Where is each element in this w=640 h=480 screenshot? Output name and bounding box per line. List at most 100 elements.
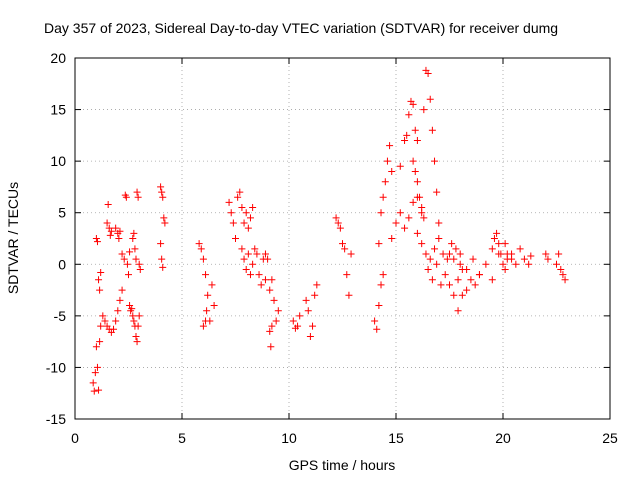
y-tick-label: -10: [46, 359, 66, 375]
data-point: [561, 276, 569, 284]
data-point: [158, 188, 166, 196]
data-point: [268, 276, 276, 284]
data-point: [418, 240, 426, 248]
data-point: [375, 302, 383, 310]
data-point: [405, 111, 413, 119]
data-point: [135, 312, 143, 320]
data-point: [244, 224, 252, 232]
data-point: [204, 291, 212, 299]
y-tick-label: 0: [58, 256, 66, 272]
data-point: [93, 238, 101, 246]
data-point: [130, 317, 138, 325]
data-point: [446, 281, 453, 289]
data-point: [125, 271, 132, 279]
data-point: [236, 188, 244, 196]
data-point: [508, 250, 516, 258]
data-point: [495, 240, 503, 248]
data-point: [225, 198, 233, 206]
data-point: [202, 271, 210, 279]
x-tick-label: 5: [178, 430, 186, 446]
data-point: [128, 305, 136, 313]
data-point: [450, 255, 458, 263]
data-point: [428, 126, 436, 134]
data-point: [386, 142, 394, 150]
data-point: [95, 386, 103, 394]
data-point: [126, 248, 134, 256]
data-point: [133, 188, 141, 196]
data-point: [401, 224, 409, 232]
x-tick-label: 10: [281, 430, 297, 446]
data-point: [106, 231, 114, 239]
data-point: [435, 235, 443, 242]
data-point: [208, 281, 216, 289]
data-point: [435, 219, 443, 227]
data-point: [232, 235, 239, 242]
data-point: [463, 265, 471, 273]
data-point: [371, 317, 379, 325]
data-point: [123, 260, 131, 268]
data-point: [135, 260, 143, 268]
data-point: [396, 162, 404, 170]
data-point: [122, 193, 130, 201]
data-point: [129, 235, 137, 242]
data-point: [392, 219, 400, 227]
data-point: [103, 219, 111, 227]
data-point: [158, 255, 166, 263]
data-point: [136, 265, 144, 273]
data-point: [92, 343, 100, 351]
data-point: [96, 338, 104, 346]
data-point: [467, 276, 475, 284]
data-point: [96, 286, 104, 294]
data-point: [347, 250, 355, 258]
data-point: [441, 271, 449, 279]
data-point: [114, 307, 122, 315]
x-tick-label: 20: [495, 430, 511, 446]
data-point: [557, 265, 565, 273]
data-point: [199, 322, 207, 330]
data-point: [409, 157, 417, 165]
y-tick-label: 15: [50, 102, 66, 118]
data-point: [501, 265, 509, 273]
data-point: [555, 250, 563, 258]
data-point: [116, 296, 124, 304]
data-point: [409, 100, 417, 108]
data-point: [433, 188, 441, 196]
data-point: [97, 322, 105, 330]
data-point: [520, 255, 528, 263]
data-point: [343, 271, 351, 279]
data-point: [101, 317, 109, 325]
data-point: [553, 260, 560, 268]
data-point: [160, 214, 168, 222]
data-point: [289, 317, 297, 325]
data-point: [488, 245, 496, 253]
data-point: [238, 245, 246, 253]
x-tick-label: 0: [71, 430, 79, 446]
data-point: [90, 387, 98, 395]
data-point: [458, 291, 466, 299]
data-point: [131, 245, 139, 253]
y-tick-label: 10: [50, 153, 66, 169]
data-point: [311, 291, 319, 299]
data-point: [266, 327, 274, 335]
data-point: [240, 255, 248, 263]
x-tick-label: 25: [602, 430, 618, 446]
data-point: [377, 281, 385, 289]
data-point: [431, 157, 439, 165]
data-point: [264, 255, 272, 263]
data-point: [249, 204, 257, 212]
data-point: [450, 291, 458, 299]
data-point: [418, 204, 426, 212]
data-point: [112, 317, 120, 325]
data-point: [379, 271, 387, 279]
data-point: [499, 260, 507, 268]
data-point: [456, 250, 464, 258]
data-point: [488, 276, 496, 284]
grid-lines: [75, 58, 610, 419]
data-point: [475, 271, 483, 279]
data-point: [134, 193, 142, 201]
data-point: [202, 317, 210, 325]
data-point: [452, 245, 460, 253]
y-tick-label: 20: [50, 50, 66, 66]
data-point: [332, 214, 340, 222]
